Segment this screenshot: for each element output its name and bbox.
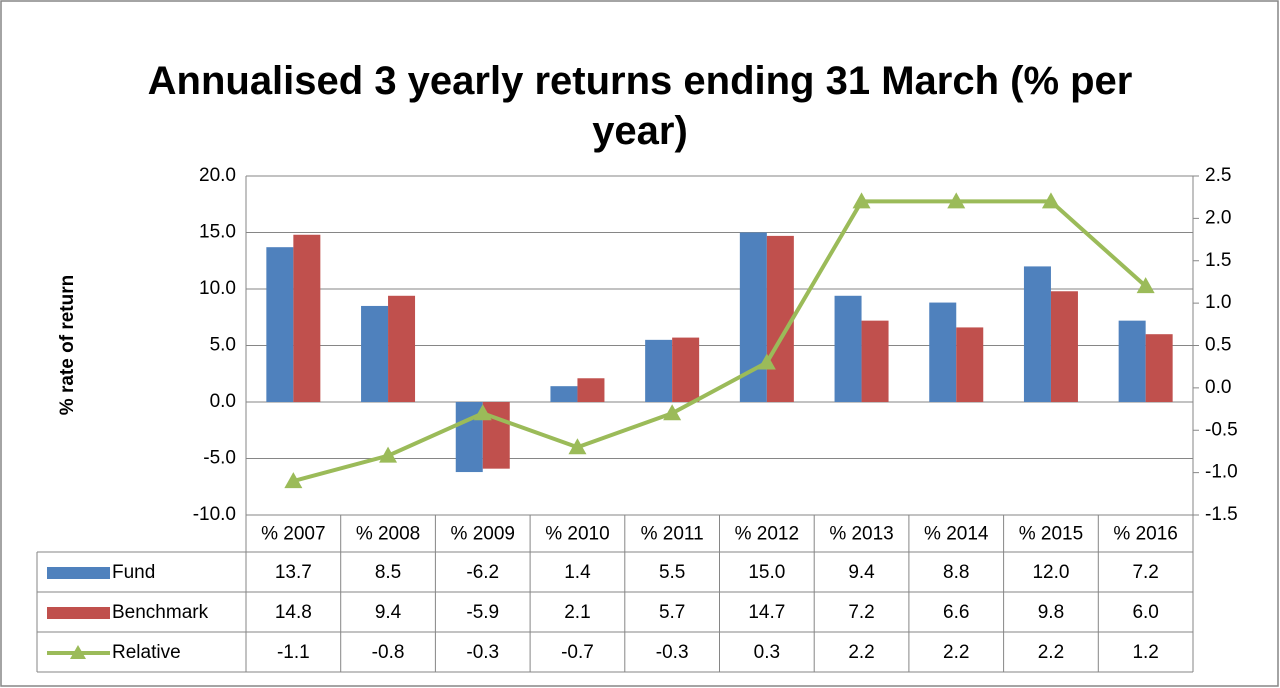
legend-key [47, 607, 110, 619]
x-tick-label: % 2013 [829, 524, 893, 545]
table-value: -0.8 [372, 642, 405, 663]
bar [956, 327, 984, 402]
y2-tick-label: -1.0 [1205, 462, 1238, 483]
bar [645, 339, 673, 402]
table-value: -0.7 [561, 642, 594, 663]
line-marker [1041, 192, 1060, 209]
x-tick-label: % 2011 [641, 524, 704, 545]
y2-tick-label: 2.5 [1205, 165, 1231, 186]
table-value: 7.2 [1132, 562, 1158, 583]
line-marker [284, 472, 303, 489]
line-marker [1136, 277, 1155, 294]
line [292, 199, 1147, 484]
table-value: 2.2 [943, 642, 969, 663]
y-tick-label: 5.0 [210, 335, 236, 356]
x-tick-label: % 2016 [1113, 524, 1177, 545]
y2-tick-label: 0.0 [1205, 377, 1231, 398]
table-value: 5.7 [659, 602, 685, 623]
bar [1118, 320, 1146, 402]
y-axis-label: % rate of return [57, 275, 78, 415]
y2-tick-label: 1.5 [1205, 250, 1231, 271]
x-tick-label: % 2014 [924, 524, 989, 545]
y-tick-label: 20.0 [199, 165, 236, 186]
y2-tick-label: 2.0 [1205, 207, 1231, 228]
bar [577, 378, 605, 402]
bar [388, 295, 416, 402]
table-value: 15.0 [748, 562, 785, 583]
table-value: 8.5 [375, 562, 401, 583]
x-tick-label: % 2008 [356, 524, 420, 545]
table-value: 12.0 [1032, 562, 1069, 583]
x-tick-label: % 2010 [545, 524, 609, 545]
bar [1050, 291, 1078, 402]
chart-title: Annualised 3 yearly returns ending 31 Ma… [147, 59, 1133, 153]
line-marker [663, 404, 682, 421]
table-value: 7.2 [848, 602, 874, 623]
line-marker [947, 192, 966, 209]
table-value: -5.9 [466, 602, 499, 623]
table-value: 9.8 [1038, 602, 1064, 623]
table-value: 1.2 [1132, 642, 1158, 663]
x-tick-label: % 2009 [451, 524, 515, 545]
table-value: 1.4 [564, 562, 591, 583]
table-value: 8.8 [943, 562, 969, 583]
table-value: 2.1 [564, 602, 590, 623]
y-tick-label: 0.0 [210, 391, 236, 412]
bar [361, 305, 389, 402]
table-value: -0.3 [466, 642, 499, 663]
y-tick-label: 15.0 [199, 222, 236, 243]
legend-label: Relative [112, 642, 181, 663]
bar [550, 386, 578, 402]
legend-label: Fund [112, 562, 155, 583]
bar [293, 234, 321, 402]
x-tick-label: % 2012 [735, 524, 799, 545]
bar [672, 337, 700, 402]
bar [266, 247, 294, 402]
y2-tick-label: -0.5 [1205, 419, 1238, 440]
bar [1023, 266, 1051, 402]
table-value: 0.3 [754, 642, 780, 663]
bar [861, 320, 889, 402]
y2-tick-label: 0.5 [1205, 335, 1231, 356]
y2-tick-label: -1.5 [1205, 504, 1238, 525]
bar [766, 235, 794, 402]
y-tick-label: -10.0 [193, 504, 236, 525]
table-value: 2.2 [848, 642, 874, 663]
table-value: -6.2 [466, 562, 499, 583]
legend-key [47, 567, 110, 579]
x-tick-label: % 2007 [261, 524, 325, 545]
line-marker [473, 404, 492, 421]
table-value: 6.6 [943, 602, 969, 623]
table-value: -1.1 [277, 642, 310, 663]
table-value: 14.8 [275, 602, 312, 623]
x-tick-label: % 2015 [1019, 524, 1083, 545]
table-value: 6.0 [1132, 602, 1158, 623]
bar [834, 295, 862, 402]
table-value: 5.5 [659, 562, 685, 583]
line-marker [852, 192, 871, 209]
legend-key [70, 645, 86, 659]
legend-label: Benchmark [112, 602, 209, 623]
line-marker [379, 446, 398, 463]
table-value: 2.2 [1038, 642, 1064, 663]
line-marker [568, 438, 587, 455]
bar [1145, 334, 1173, 402]
table-value: -0.3 [656, 642, 689, 663]
table-value: 14.7 [748, 602, 785, 623]
table-value: 13.7 [275, 562, 312, 583]
y-tick-label: -5.0 [203, 448, 236, 469]
table-value: 9.4 [848, 562, 875, 583]
line-marker [757, 353, 776, 370]
bar [929, 302, 957, 402]
y2-tick-label: 1.0 [1205, 292, 1231, 313]
y-tick-label: 10.0 [199, 278, 236, 299]
table-value: 9.4 [375, 602, 402, 623]
